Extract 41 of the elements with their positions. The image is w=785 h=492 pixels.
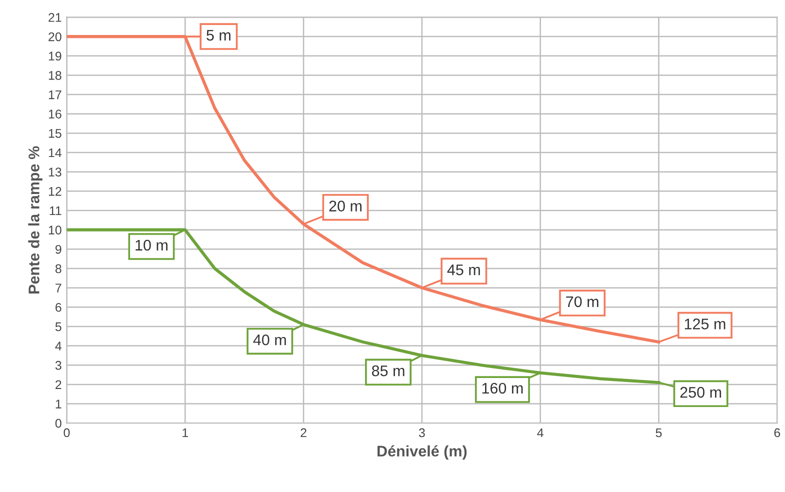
- annotation: 70 m: [566, 296, 598, 308]
- y-tick-label: 18: [48, 71, 62, 80]
- y-tick-label: 1: [56, 400, 62, 408]
- annotation: 250 m: [680, 386, 722, 398]
- annotation: 45 m: [447, 264, 480, 276]
- annotation: 160 m: [482, 382, 523, 394]
- annotation: 10 m: [136, 240, 168, 251]
- y-axis-title: Pente de la rampe %: [28, 146, 42, 294]
- y-tick-label: 16: [48, 110, 62, 119]
- y-tick-label: 4: [55, 342, 62, 350]
- x-tick-label: 6: [774, 428, 780, 438]
- x-tick-label: 1: [182, 428, 188, 438]
- y-tick-label: 21: [48, 13, 62, 22]
- annotation: 125 m: [684, 318, 726, 330]
- y-tick-label: 17: [48, 90, 62, 100]
- x-tick-label: 4: [537, 428, 544, 438]
- y-tick-label: 15: [48, 129, 62, 138]
- x-tick-label: 2: [300, 428, 306, 438]
- y-tick-label: 10: [48, 226, 62, 234]
- annotation: 5 m: [206, 30, 230, 41]
- y-tick-label: 0: [55, 418, 62, 428]
- x-tick-label: 0: [64, 428, 70, 438]
- y-tick-label: 8: [55, 264, 62, 274]
- annotation: 85 m: [372, 365, 404, 376]
- y-tick-label: 7: [56, 284, 62, 292]
- y-tick-label: 5: [55, 322, 62, 332]
- y-tick-label: 14: [48, 148, 62, 158]
- x-tick-label: 5: [656, 428, 662, 438]
- y-tick-label: 12: [48, 186, 62, 196]
- x-tick-label: 3: [418, 428, 425, 438]
- annotation: 20 m: [329, 200, 362, 212]
- y-tick-label: 19: [48, 52, 62, 61]
- y-tick-label: 2: [56, 380, 62, 389]
- y-tick-label: 20: [48, 32, 62, 42]
- y-tick-label: 3: [55, 360, 62, 370]
- y-tick-label: 13: [48, 168, 62, 176]
- y-tick-label: 6: [56, 302, 62, 312]
- annotation: 40 m: [253, 334, 286, 346]
- x-axis-title: Dénivelé (m): [378, 445, 467, 460]
- y-tick-label: 11: [50, 206, 62, 216]
- y-tick-label: 9: [56, 244, 62, 254]
